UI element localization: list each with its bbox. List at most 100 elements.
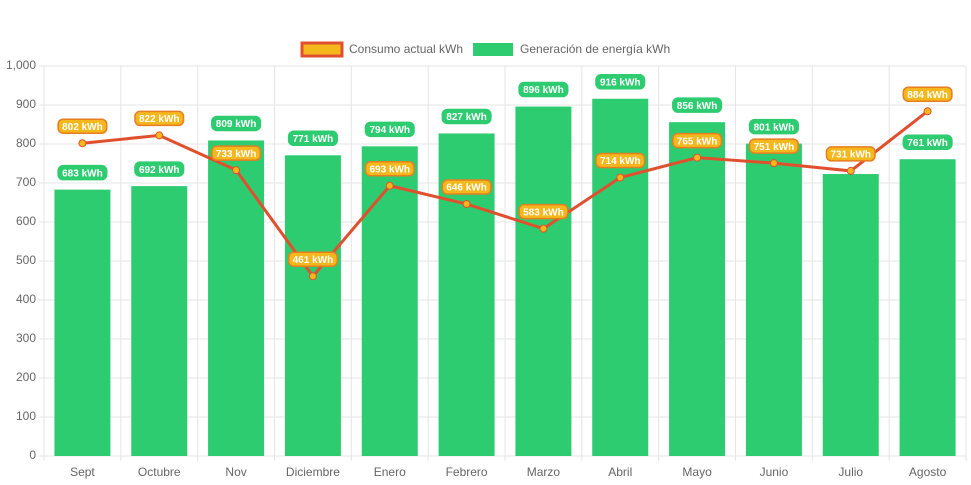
- value-label-box: [672, 97, 723, 113]
- x-tick-label: Sept: [70, 465, 95, 479]
- legend-label[interactable]: Generación de energía kWh: [520, 42, 670, 56]
- point: [155, 131, 164, 140]
- point: [232, 166, 241, 175]
- bar: [669, 122, 726, 456]
- value-label: 827 kWh: [441, 108, 492, 125]
- point: [846, 166, 855, 175]
- value-label: 761 kWh: [902, 134, 953, 150]
- point: [385, 181, 394, 190]
- value-label: 809 kWh: [211, 115, 262, 132]
- x-tick-label: Abril: [608, 465, 632, 479]
- value-label: 822 kWh: [134, 110, 185, 127]
- value-label-box: [672, 132, 723, 149]
- point: [78, 139, 87, 148]
- value-label: 583 kWh: [518, 203, 569, 220]
- bar: [208, 140, 265, 457]
- value-label: 802 kWh: [57, 118, 108, 134]
- x-tick-label: Octubre: [138, 465, 181, 479]
- point: [462, 200, 471, 209]
- value-label-text: 461 kWh: [293, 255, 334, 266]
- point: [693, 153, 702, 162]
- value-label: 692 kWh: [134, 161, 185, 177]
- value-label-text: 856 kWh: [677, 101, 718, 112]
- value-label-box: [364, 160, 415, 177]
- bar: [131, 186, 188, 456]
- bar: [284, 155, 341, 456]
- y-tick-label: 100: [16, 409, 36, 423]
- value-label-text: 801 kWh: [754, 122, 795, 133]
- x-tick-label: Febrero: [446, 465, 488, 479]
- x-tick-label: Diciembre: [286, 465, 340, 479]
- value-label-text: 809 kWh: [216, 119, 257, 130]
- x-tick-label: Enero: [374, 465, 406, 479]
- value-label-text: 683 kWh: [62, 168, 103, 179]
- value-label-box: [57, 118, 108, 134]
- legend-swatch[interactable]: [473, 43, 514, 56]
- value-label-box: [441, 108, 492, 125]
- value-label-box: [211, 145, 262, 161]
- value-label: 461 kWh: [287, 251, 338, 267]
- value-label-text: 751 kWh: [754, 142, 795, 153]
- value-label-box: [595, 152, 646, 169]
- bar: [822, 174, 879, 456]
- value-label-box: [134, 110, 185, 127]
- point: [616, 173, 625, 182]
- x-tick-label: Mayo: [682, 465, 712, 479]
- value-label-text: 771 kWh: [293, 134, 334, 145]
- value-label-box: [902, 134, 953, 150]
- x-tick-label: Agosto: [909, 465, 947, 479]
- y-tick-label: 400: [16, 292, 36, 306]
- value-label-box: [287, 251, 338, 267]
- value-label-text: 827 kWh: [446, 112, 487, 123]
- value-label-box: [518, 203, 569, 220]
- value-label: 683 kWh: [57, 164, 108, 181]
- value-label-text: 896 kWh: [523, 85, 564, 96]
- point: [308, 272, 317, 281]
- value-label-box: [902, 86, 953, 102]
- value-label: 765 kWh: [672, 132, 723, 149]
- bar: [592, 98, 649, 456]
- x-tick-label: Nov: [225, 465, 246, 479]
- value-label-box: [595, 74, 646, 90]
- value-label-text: 822 kWh: [139, 114, 180, 125]
- y-tick-label: 1,000: [6, 58, 36, 72]
- value-label-box: [518, 81, 569, 98]
- legend-swatch[interactable]: [300, 41, 344, 58]
- point: [923, 107, 932, 116]
- value-label-box: [748, 118, 799, 135]
- value-label-text: 733 kWh: [216, 149, 257, 160]
- point: [539, 224, 548, 233]
- value-label-box: [211, 115, 262, 132]
- value-label-text: 731 kWh: [830, 150, 871, 161]
- x-tick-label: Marzo: [527, 465, 561, 479]
- bar: [745, 143, 802, 457]
- value-label: 733 kWh: [211, 145, 262, 161]
- bar: [515, 106, 572, 456]
- value-label: 751 kWh: [748, 138, 799, 154]
- y-tick-label: 500: [16, 253, 36, 267]
- value-label: 916 kWh: [595, 74, 646, 90]
- value-label-box: [134, 161, 185, 177]
- value-label: 714 kWh: [595, 152, 646, 169]
- value-label-text: 802 kWh: [62, 122, 103, 133]
- value-label-box: [287, 130, 338, 147]
- y-tick-label: 300: [16, 331, 36, 345]
- bar: [361, 146, 418, 456]
- legend-label[interactable]: Consumo actual kWh: [349, 42, 463, 56]
- value-label-box: [57, 164, 108, 181]
- value-label-text: 916 kWh: [600, 77, 641, 88]
- value-label: 794 kWh: [364, 121, 415, 138]
- value-label: 731 kWh: [825, 146, 876, 162]
- value-label: 884 kWh: [902, 86, 953, 102]
- value-label-text: 646 kWh: [446, 183, 487, 194]
- bar: [899, 159, 956, 456]
- y-tick-label: 900: [16, 97, 36, 111]
- value-label: 693 kWh: [364, 160, 415, 177]
- value-label-box: [748, 138, 799, 154]
- y-tick-label: 600: [16, 214, 36, 228]
- value-label: 801 kWh: [748, 118, 799, 135]
- value-label: 896 kWh: [518, 81, 569, 98]
- x-tick-label: Junio: [760, 465, 789, 479]
- bar: [54, 189, 111, 456]
